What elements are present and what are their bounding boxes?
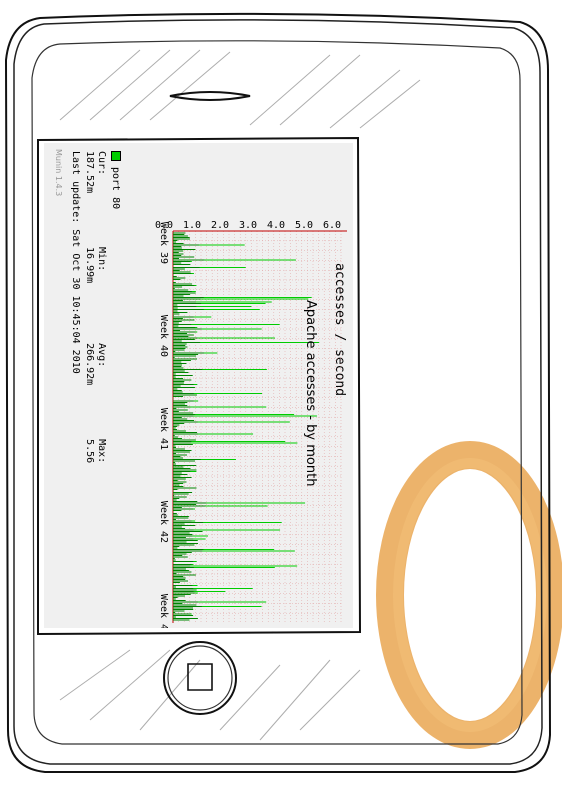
plot-area: 0.0 1.0 2.0 3.0 4.0 5.0 6.0 Week 39 Week 40 Week …	[155, 220, 347, 628]
x-tick-label: Week 42	[158, 501, 169, 543]
x-tick-label: Week 41	[158, 408, 169, 450]
stat-cur: Cur: 187.52m	[83, 151, 107, 241]
min-label: Min:	[96, 247, 107, 272]
stat-max: Max: 5.56	[83, 439, 107, 529]
cur-label: Cur:	[96, 151, 107, 176]
legend-swatch	[111, 151, 121, 161]
y-tick-label: 2.0	[211, 220, 229, 231]
x-tick-label: Week 39	[158, 222, 169, 264]
max-label: Max:	[96, 439, 107, 464]
stat-min: Min: 16.99m	[83, 247, 107, 337]
stats-row: Cur: 187.52m Min: 16.99m Avg: 266.92m Max: 5…	[83, 151, 107, 529]
y-tick-label: 6.0	[323, 220, 341, 231]
cur-value: 187.52m	[84, 151, 95, 194]
stat-avg: Avg: 266.92m	[83, 343, 107, 433]
last-update: Last update: Sat Oct 30 10:45:04 2010	[70, 151, 81, 374]
munin-version: Munin 1.4.3	[54, 149, 63, 197]
munin-graph: accesses / second 0.0 1.0 2.0 3.0 4.0 5.0 6.0 W…	[44, 143, 353, 628]
x-tick-label: Week 43	[158, 594, 169, 628]
x-tick-label: Week 40	[158, 315, 169, 357]
y-tick-label: 5.0	[295, 220, 313, 231]
min-value: 16.99m	[84, 247, 95, 284]
avg-value: 266.92m	[84, 343, 95, 386]
legend-series-name: port 80	[110, 167, 121, 210]
y-tick-label: 4.0	[267, 220, 285, 231]
chart-vertical-label: Apache accesses - by month	[303, 300, 318, 487]
avg-label: Avg:	[96, 343, 107, 368]
y-tick-label: 1.0	[183, 220, 201, 231]
legend: port 80	[109, 151, 121, 209]
y-tick-label: 0.0	[155, 220, 173, 231]
max-value: 5.56	[84, 439, 95, 464]
y-tick-label: 3.0	[239, 220, 257, 231]
phone-screen: accesses / second 0.0 1.0 2.0 3.0 4.0 5.0 6.0 W…	[44, 143, 353, 628]
coffee-stain	[376, 441, 562, 749]
home-button-sketch	[163, 641, 237, 715]
